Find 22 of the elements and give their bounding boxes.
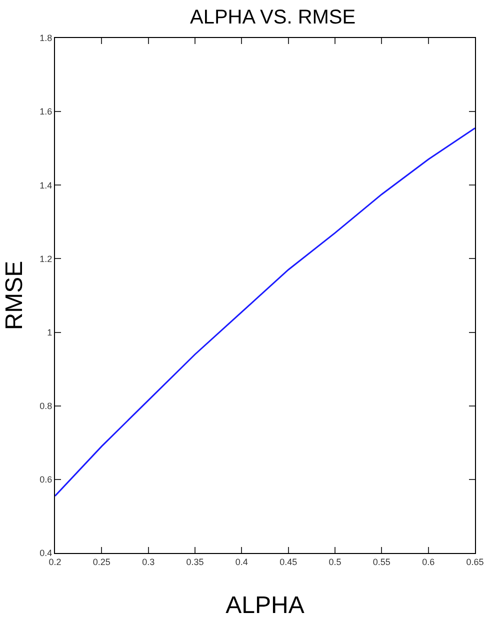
x-tick-label: 0.45 [280,556,298,567]
x-tick-label: 0.5 [328,556,342,567]
y-tick-label: 1.8 [40,33,52,44]
x-tick-label: 0.35 [186,556,204,567]
x-tick-label: 0.2 [48,556,62,567]
y-tick-label: 0.4 [40,548,52,558]
y-tick-label: 0.8 [40,401,52,412]
y-tick-label: 1 [47,327,52,338]
y-axis-title: RMSE [0,260,28,330]
chart-title: ALPHA VS. RMSE [190,6,356,28]
y-tick-label: 1.2 [40,254,52,264]
x-tick-label: 0.3 [142,556,155,567]
x-tick-label: 0.25 [92,556,110,567]
x-tick-label: 0.4 [235,556,248,567]
y-tick-label: 0.6 [40,474,52,485]
x-tick-label: 0.65 [466,556,484,567]
x-tick-label: 0.6 [422,556,435,567]
x-axis-title: ALPHA [226,592,304,620]
x-tick-label: 0.55 [372,556,390,567]
y-tick-label: 1.4 [40,180,52,190]
y-tick-label: 1.6 [40,106,52,117]
line-series [55,127,475,497]
